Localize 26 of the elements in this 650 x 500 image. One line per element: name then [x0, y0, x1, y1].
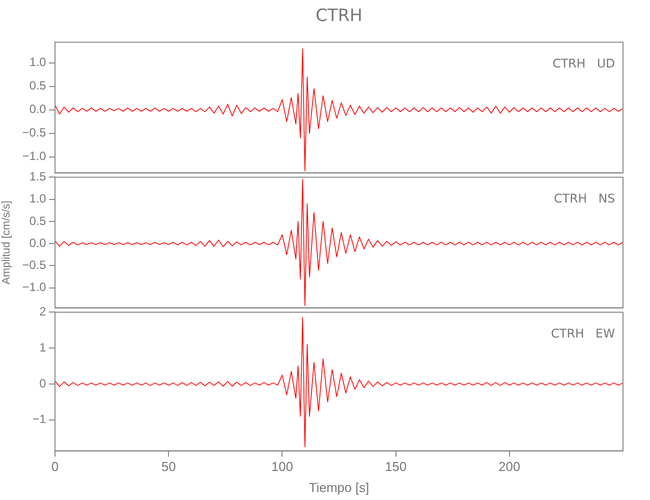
x-tick-label: 0 — [51, 459, 59, 474]
x-tick-label: 200 — [498, 459, 520, 474]
x-tick-label: 100 — [271, 459, 294, 474]
y-tick-label: −1.0 — [22, 149, 46, 164]
y-tick-label: −1.0 — [22, 280, 46, 294]
y-tick-label: 1.5 — [29, 170, 46, 184]
y-tick-label: 2 — [39, 304, 46, 319]
y-tick-label: 0.5 — [29, 214, 46, 228]
annotation: CTRH EW — [551, 326, 616, 340]
y-tick-label: 0.0 — [29, 236, 46, 250]
annotation: CTRH UD — [552, 56, 615, 70]
y-tick-label: −0.5 — [22, 126, 46, 140]
y-tick-label: 1 — [39, 340, 46, 354]
y-tick-label: 1.0 — [29, 55, 46, 70]
x-tick-label: 50 — [161, 459, 176, 474]
y-tick-label: 0.5 — [29, 78, 46, 93]
y-tick-label: −0.5 — [22, 258, 46, 272]
x-tick-label: 150 — [384, 459, 407, 474]
y-axis-title: Amplitud [cm/s/s] — [0, 200, 13, 284]
x-axis-title: Tiempo [s] — [308, 480, 370, 495]
y-tick-label: 0.0 — [29, 102, 46, 116]
chart-title: CTRH — [314, 6, 364, 26]
y-tick-label: 1.0 — [29, 192, 46, 206]
annotation: CTRH NS — [554, 191, 615, 206]
y-tick-label: −1 — [32, 412, 46, 426]
y-tick-label: 0 — [39, 376, 46, 390]
